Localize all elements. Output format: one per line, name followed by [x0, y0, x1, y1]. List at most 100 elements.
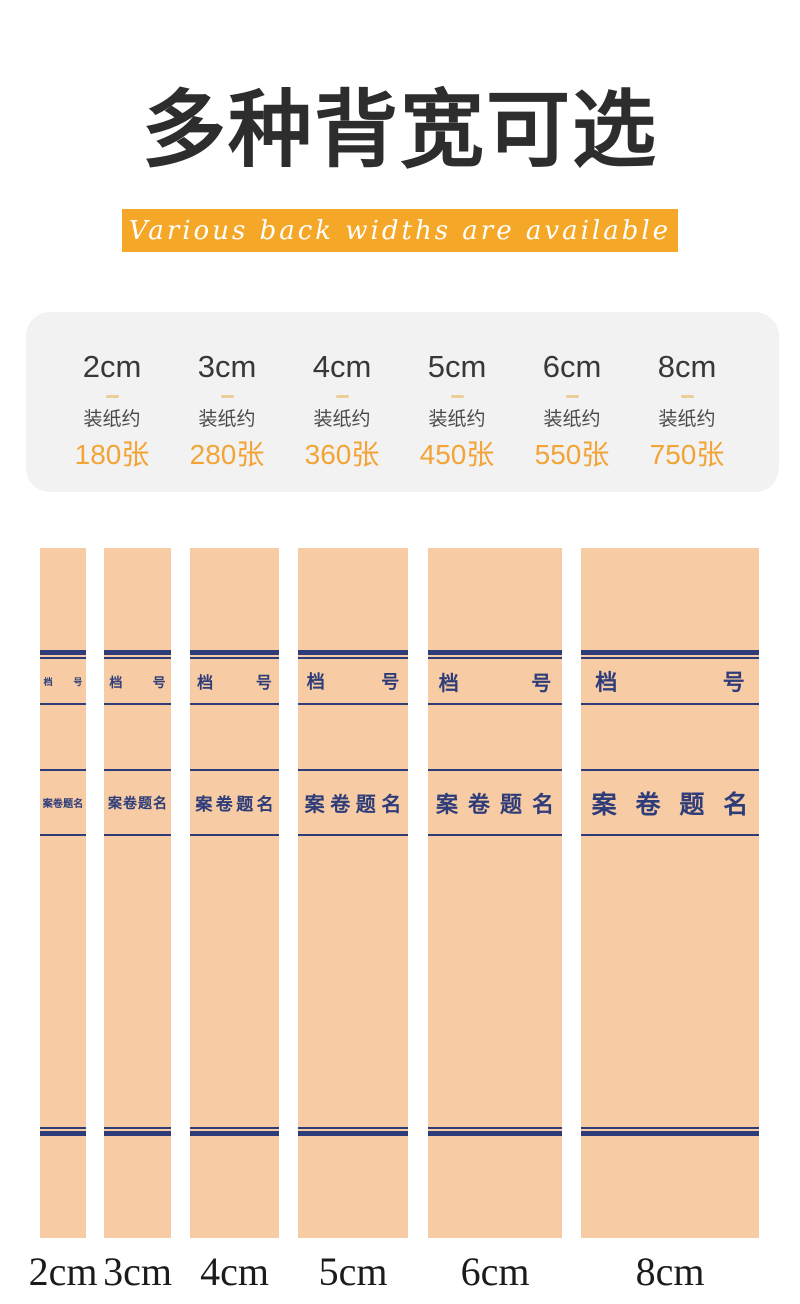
- file-number-underline: [581, 703, 759, 705]
- spine-top-thin-line: [190, 657, 279, 659]
- divider-dash: [680, 395, 694, 399]
- capacity-column: 6cm 装纸约 550张: [529, 348, 615, 492]
- file-number-underline: [104, 703, 171, 705]
- back-width-value: 8cm: [657, 349, 717, 384]
- subtitle-banner: Various back widths are available: [122, 209, 678, 252]
- spine-top-area: [40, 548, 86, 650]
- case-title-char: 名: [381, 794, 402, 816]
- folder-spine: 档号 案卷题名: [190, 548, 279, 1238]
- spine-bottom-thick-line: [190, 1131, 279, 1136]
- case-title-char: 题: [355, 794, 376, 816]
- spine-lower-area: [40, 836, 86, 1127]
- spine-top-thick-line: [104, 650, 171, 655]
- spine-middle-gap: [428, 705, 562, 769]
- case-title-box-bottom-line: [190, 834, 279, 836]
- case-title-box-top-line: [581, 769, 759, 771]
- spine-bottom-thick-line: [581, 1131, 759, 1136]
- sheet-capacity-value: 360张: [304, 438, 380, 470]
- sheet-capacity-value: 180张: [74, 438, 150, 470]
- spine-bottom-thick-line: [298, 1131, 408, 1136]
- divider-dash: [335, 395, 349, 399]
- spine-bottom-thick-line: [428, 1131, 562, 1136]
- file-number-char: 号: [255, 675, 272, 692]
- file-number-char: 档: [306, 672, 325, 692]
- case-title-row: 案卷题名: [104, 771, 171, 834]
- case-title-char: 卷: [215, 795, 233, 814]
- capacity-note-label: 装纸约: [428, 409, 486, 431]
- back-width-value: 3cm: [197, 349, 257, 384]
- case-title-char: 题: [137, 794, 152, 811]
- file-number-row: 档号: [104, 659, 171, 703]
- case-title-box-top-line: [40, 769, 86, 771]
- spine-lower-area: [190, 836, 279, 1127]
- capacity-note-label: 装纸约: [658, 409, 716, 431]
- case-title-char: 题: [499, 791, 522, 817]
- case-title-box-top-line: [104, 769, 171, 771]
- case-title-char: 卷: [123, 794, 137, 811]
- file-number-char: 档: [43, 676, 53, 687]
- spine-bottom-thick-line: [40, 1131, 86, 1136]
- spine-lower-area: [298, 836, 408, 1127]
- file-number-row: 档号: [298, 659, 408, 703]
- capacity-column: 3cm 装纸约 280张: [184, 348, 270, 492]
- case-title-box-top-line: [428, 769, 562, 771]
- case-title-char: 案: [108, 794, 123, 811]
- spine-width-label: 8cm: [635, 1249, 705, 1294]
- spine-bottom-area: [104, 1136, 171, 1238]
- spine-middle-gap: [581, 705, 759, 769]
- case-title-char: 名: [723, 790, 749, 819]
- spine-bottom-thin-line: [104, 1127, 171, 1129]
- spine-lower-area: [104, 836, 171, 1127]
- spine-width-label: 2cm: [28, 1249, 98, 1294]
- folder-spine: 档号 案卷题名: [40, 548, 86, 1238]
- spine-top-thin-line: [298, 657, 408, 659]
- case-title-char: 题: [63, 799, 74, 810]
- file-number-row: 档号: [581, 659, 759, 703]
- spine-bottom-thin-line: [40, 1127, 86, 1129]
- sheet-capacity-value: 450张: [419, 438, 495, 470]
- folder-spine: 档号 案卷题名: [104, 548, 171, 1238]
- back-width-value: 5cm: [427, 349, 487, 384]
- back-width-value: 2cm: [82, 349, 142, 384]
- file-number-char: 号: [152, 674, 166, 690]
- file-number-char: 号: [73, 676, 83, 687]
- spine-width-label: 3cm: [103, 1249, 172, 1294]
- file-number-char: 号: [722, 670, 745, 695]
- file-number-char: 号: [381, 672, 400, 692]
- back-width-value: 6cm: [542, 349, 602, 384]
- spine-middle-gap: [40, 705, 86, 769]
- folder-spine: 档号 案卷题名: [581, 548, 759, 1238]
- spine-top-thick-line: [298, 650, 408, 655]
- file-number-underline: [40, 703, 86, 705]
- spine-top-area: [428, 548, 562, 650]
- spine-top-area: [581, 548, 759, 650]
- spine-top-thick-line: [190, 650, 279, 655]
- back-width-value: 4cm: [312, 349, 372, 384]
- case-title-box-bottom-line: [581, 834, 759, 836]
- capacity-note-label: 装纸约: [198, 409, 256, 431]
- spine-top-area: [104, 548, 171, 650]
- file-number-char: 档: [595, 670, 618, 695]
- case-title-char: 名: [152, 794, 167, 811]
- spine-top-thin-line: [104, 657, 171, 659]
- case-title-char: 卷: [635, 790, 661, 819]
- file-number-row: 档号: [190, 659, 279, 703]
- case-title-char: 案: [436, 791, 459, 817]
- spine-top-thin-line: [40, 657, 86, 659]
- capacity-column: 4cm 装纸约 360张: [299, 348, 385, 492]
- spine-width-label: 6cm: [460, 1249, 530, 1294]
- case-title-row: 案卷题名: [581, 771, 759, 834]
- divider-dash: [105, 395, 119, 399]
- spine-middle-gap: [104, 705, 171, 769]
- case-title-char: 案: [195, 795, 213, 814]
- divider-dash: [565, 395, 579, 399]
- case-title-char: 案: [591, 790, 617, 819]
- spine-width-label: 5cm: [318, 1249, 388, 1294]
- spine-bottom-area: [581, 1136, 759, 1238]
- capacity-note-label: 装纸约: [543, 409, 601, 431]
- spine-middle-gap: [298, 705, 408, 769]
- case-title-char: 卷: [52, 799, 63, 810]
- case-title-row: 案卷题名: [190, 771, 279, 834]
- spine-lower-area: [581, 836, 759, 1127]
